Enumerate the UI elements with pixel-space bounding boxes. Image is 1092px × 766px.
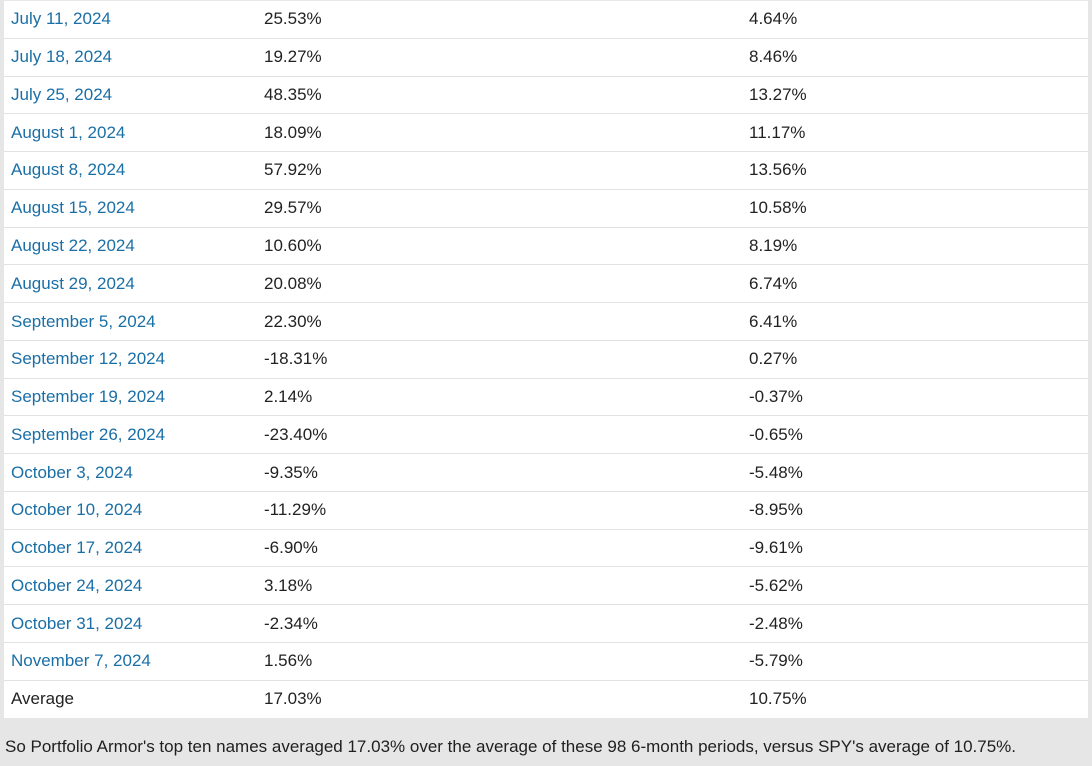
table-row: August 8, 2024 57.92% 13.56%	[4, 151, 1088, 190]
spy-return-cell: 10.58%	[742, 188, 1088, 228]
average-row: Average 17.03% 10.75%	[4, 679, 1088, 719]
table-row: September 19, 2024 2.14% -0.37%	[4, 377, 1088, 416]
table-row: August 29, 2024 20.08% 6.74%	[4, 264, 1088, 303]
top-ten-return-cell: 3.18%	[257, 566, 742, 605]
spy-return-cell: -0.65%	[742, 415, 1088, 454]
top-ten-return-cell: 25.53%	[257, 0, 742, 39]
spy-return-cell: 6.74%	[742, 264, 1088, 303]
top-ten-return-cell: 22.30%	[257, 302, 742, 341]
table-row: August 15, 2024 29.57% 10.58%	[4, 188, 1088, 228]
date-cell: September 26, 2024	[4, 415, 257, 454]
spy-return-cell: 8.19%	[742, 226, 1088, 265]
spy-return-cell: 4.64%	[742, 0, 1088, 39]
date-link[interactable]: September 12, 2024	[11, 349, 166, 369]
date-cell: July 25, 2024	[4, 75, 257, 114]
spy-return-cell: 13.56%	[742, 151, 1088, 190]
table-row: August 22, 2024 10.60% 8.19%	[4, 226, 1088, 265]
date-cell: September 19, 2024	[4, 377, 257, 416]
spy-return-cell: -5.62%	[742, 566, 1088, 605]
top-ten-return-cell: 19.27%	[257, 37, 742, 77]
table-row: July 11, 2024 25.53% 4.64%	[4, 0, 1088, 39]
top-ten-return-cell: 1.56%	[257, 642, 742, 681]
date-cell: September 12, 2024	[4, 339, 257, 379]
top-ten-return-cell: 18.09%	[257, 113, 742, 152]
table-row: July 25, 2024 48.35% 13.27%	[4, 75, 1088, 114]
date-link[interactable]: August 22, 2024	[11, 235, 135, 255]
spy-return-cell: -2.48%	[742, 604, 1088, 643]
spy-return-cell: -8.95%	[742, 490, 1088, 530]
date-link[interactable]: August 1, 2024	[11, 122, 126, 142]
top-ten-return-cell: 20.08%	[257, 264, 742, 303]
spy-return-cell: 13.27%	[742, 75, 1088, 114]
date-link[interactable]: October 10, 2024	[11, 500, 143, 520]
table-row: November 7, 2024 1.56% -5.79%	[4, 642, 1088, 681]
table-row: October 24, 2024 3.18% -5.62%	[4, 566, 1088, 605]
date-cell: September 5, 2024	[4, 302, 257, 341]
spy-return-cell: -5.48%	[742, 453, 1088, 492]
date-link[interactable]: October 24, 2024	[11, 575, 143, 595]
date-cell: August 1, 2024	[4, 113, 257, 152]
spy-return-cell: -9.61%	[742, 528, 1088, 567]
date-cell: October 10, 2024	[4, 490, 257, 530]
top-ten-return-cell: -18.31%	[257, 339, 742, 379]
table-row: October 3, 2024 -9.35% -5.48%	[4, 453, 1088, 492]
table-row: August 1, 2024 18.09% 11.17%	[4, 113, 1088, 152]
date-link[interactable]: September 26, 2024	[11, 424, 166, 444]
top-ten-return-cell: 10.60%	[257, 226, 742, 265]
date-cell: July 18, 2024	[4, 37, 257, 77]
table-row: October 10, 2024 -11.29% -8.95%	[4, 490, 1088, 530]
date-cell: October 3, 2024	[4, 453, 257, 492]
average-spy-cell: 10.75%	[742, 679, 1088, 719]
returns-table-container: July 11, 2024 25.53% 4.64% July 18, 2024 19.…	[4, 0, 1088, 719]
spy-return-cell: -0.37%	[742, 377, 1088, 416]
date-link[interactable]: July 25, 2024	[11, 84, 113, 104]
spy-return-cell: 0.27%	[742, 339, 1088, 379]
date-cell: November 7, 2024	[4, 642, 257, 681]
date-link[interactable]: September 5, 2024	[11, 311, 156, 331]
date-cell: August 15, 2024	[4, 188, 257, 228]
table-row: September 26, 2024 -23.40% -0.65%	[4, 415, 1088, 454]
returns-table-body: July 11, 2024 25.53% 4.64% July 18, 2024 19.…	[4, 0, 1088, 719]
date-link[interactable]: October 3, 2024	[11, 462, 133, 482]
table-row: July 18, 2024 19.27% 8.46%	[4, 37, 1088, 77]
spy-return-cell: 11.17%	[742, 113, 1088, 152]
top-ten-return-cell: 29.57%	[257, 188, 742, 228]
date-cell: August 8, 2024	[4, 151, 257, 190]
returns-table: July 11, 2024 25.53% 4.64% July 18, 2024 19.…	[4, 0, 1088, 719]
date-link[interactable]: August 29, 2024	[11, 273, 135, 293]
top-ten-return-cell: -23.40%	[257, 415, 742, 454]
date-link[interactable]: November 7, 2024	[11, 651, 151, 671]
summary-paragraph: So Portfolio Armor's top ten names avera…	[5, 737, 1017, 756]
date-cell: October 24, 2024	[4, 566, 257, 605]
top-ten-return-cell: 57.92%	[257, 151, 742, 190]
date-link[interactable]: October 17, 2024	[11, 538, 143, 558]
date-cell: October 17, 2024	[4, 528, 257, 567]
date-link[interactable]: September 19, 2024	[11, 387, 166, 407]
table-row: September 5, 2024 22.30% 6.41%	[4, 302, 1088, 341]
date-link[interactable]: July 11, 2024	[11, 9, 111, 29]
top-ten-return-cell: -2.34%	[257, 604, 742, 643]
date-link[interactable]: July 18, 2024	[11, 47, 113, 67]
top-ten-return-cell: 48.35%	[257, 75, 742, 114]
top-ten-return-cell: 2.14%	[257, 377, 742, 416]
table-row: October 17, 2024 -6.90% -9.61%	[4, 528, 1088, 567]
date-link[interactable]: August 8, 2024	[11, 160, 126, 180]
table-row: October 31, 2024 -2.34% -2.48%	[4, 604, 1088, 643]
top-ten-return-cell: -11.29%	[257, 490, 742, 530]
spy-return-cell: 8.46%	[742, 37, 1088, 77]
top-ten-return-cell: -6.90%	[257, 528, 742, 567]
spy-return-cell: -5.79%	[742, 642, 1088, 681]
average-label-cell: Average	[4, 679, 257, 719]
date-cell: August 22, 2024	[4, 226, 257, 265]
date-cell: October 31, 2024	[4, 604, 257, 643]
date-link[interactable]: August 15, 2024	[11, 198, 135, 218]
top-ten-return-cell: -9.35%	[257, 453, 742, 492]
table-row: September 12, 2024 -18.31% 0.27%	[4, 339, 1088, 379]
spy-return-cell: 6.41%	[742, 302, 1088, 341]
date-cell: July 11, 2024	[4, 0, 257, 39]
date-link[interactable]: October 31, 2024	[11, 613, 143, 633]
date-cell: August 29, 2024	[4, 264, 257, 303]
average-top-ten-cell: 17.03%	[257, 679, 742, 719]
